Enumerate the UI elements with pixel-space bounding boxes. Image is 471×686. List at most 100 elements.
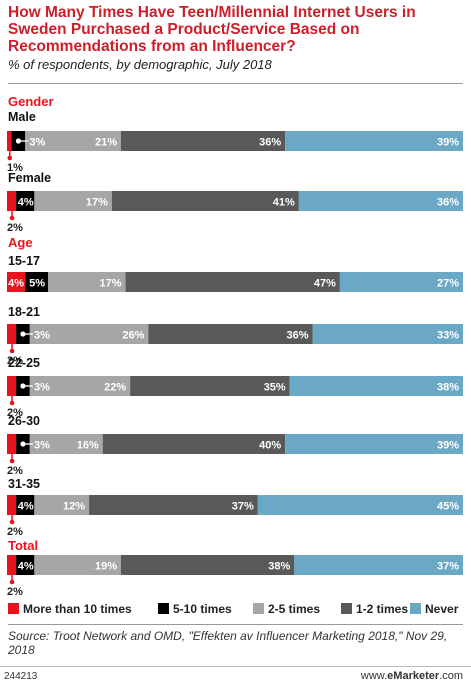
bar-segment-4 [102,434,286,454]
data-label: 12% [63,501,85,513]
bar-segment-4 [125,272,340,292]
bar-segment-2 [25,272,49,292]
source-note: Source: Troot Network and OMD, "Effekten… [8,629,448,657]
data-label: 37% [232,501,254,513]
legend-swatch-never [410,603,421,614]
bar-segment-5 [257,495,463,515]
bar-segment-5 [298,191,463,211]
data-label: 4% [18,197,34,209]
data-label: 27% [437,278,459,290]
chart-subtitle: % of respondents, by demographic, July 2… [8,57,272,72]
legend-item-5-10: 5-10 times [158,602,232,616]
row-label: 15-17 [8,254,40,268]
data-label: 36% [259,137,281,149]
data-label: 4% [18,501,34,513]
bar-segment-1 [7,376,17,396]
data-label: 36% [437,197,459,209]
legend-item-never: Never [410,602,458,616]
leader-dot [7,155,13,161]
brand-prefix: www. [360,670,388,682]
row-label: 31-35 [8,477,40,491]
data-label: 16% [77,440,99,452]
row-label: 18-21 [8,305,40,319]
data-label: 2% [7,407,23,419]
section-label: Age [8,235,33,250]
data-label: 33% [437,330,459,342]
legend: More than 10 times 5-10 times 2-5 times … [8,599,468,621]
bar-segment-3 [29,434,103,454]
bar-segment-4 [121,555,295,575]
data-label: 17% [100,278,122,290]
row-label: Female [8,171,51,185]
data-label: 3% [34,330,50,342]
leader-dot [9,348,15,354]
data-label: 3% [34,382,50,394]
data-label: 19% [95,561,117,573]
data-label: 39% [437,440,459,452]
leader-dot [9,400,15,406]
section-label: Total [8,538,38,553]
row-label: Male [8,110,36,124]
brand-name: eMarketer [387,670,440,682]
data-label: 38% [437,382,459,394]
data-label: 41% [273,197,295,209]
bar-segment-4 [89,495,258,515]
bar-segment-1 [7,324,17,344]
bar-segment-5 [312,324,463,344]
data-label: 2% [7,222,23,234]
bar-segment-5 [285,434,463,454]
data-label: 35% [264,382,286,394]
bar-segment-5 [339,272,463,292]
bar-segment-4 [148,324,313,344]
leader-dot [20,331,26,337]
legend-label: More than 10 times [23,602,132,616]
data-label: 47% [314,278,336,290]
bar-segment-3 [34,191,112,211]
legend-label: 1-2 times [356,602,409,616]
bar-segment-1 [7,272,26,292]
data-label: 38% [268,561,290,573]
leader-dot [9,579,15,585]
bar-segment-5 [289,376,463,396]
data-label: 4% [18,561,34,573]
leader-dot [15,138,21,144]
leader-dot [20,441,26,447]
chart-title: How Many Times Have Teen/Millennial Inte… [8,4,416,55]
data-label: 39% [437,137,459,149]
data-label: 17% [86,197,108,209]
brand-suffix: .com [439,670,463,682]
title-rule [8,83,463,84]
bar-segment-2 [16,555,35,575]
leader-dot [9,215,15,221]
data-label: 5% [29,278,45,290]
row-label: 26-30 [8,414,40,428]
data-label: 3% [29,137,45,149]
leader-dot [9,519,15,525]
bar-segment-2 [16,495,35,515]
bar-segment-4 [121,131,286,151]
bar-segment-1 [7,191,17,211]
bar-segment-2 [16,191,35,211]
legend-label: Never [425,602,459,616]
bar-segment-1 [7,131,12,151]
source-rule [8,624,463,625]
data-label: 26% [122,330,144,342]
data-label: 2% [7,526,23,538]
bar-segment-3 [25,131,122,151]
legend-item-more-than-10: More than 10 times [8,602,132,616]
row-label: 22-25 [8,356,40,370]
data-label: 37% [437,561,459,573]
bar-segment-5 [285,131,463,151]
data-label: 40% [259,440,281,452]
legend-item-1-2: 1-2 times [341,602,408,616]
bar-segment-1 [7,434,17,454]
bar-segment-1 [7,495,17,515]
bar-segment-3 [29,324,149,344]
bar-segment-3 [34,495,90,515]
legend-swatch-5-10 [158,603,169,614]
leader-dot [9,458,15,464]
data-label: 22% [104,382,126,394]
data-label: 1% [7,162,23,174]
data-label: 2% [7,355,23,367]
